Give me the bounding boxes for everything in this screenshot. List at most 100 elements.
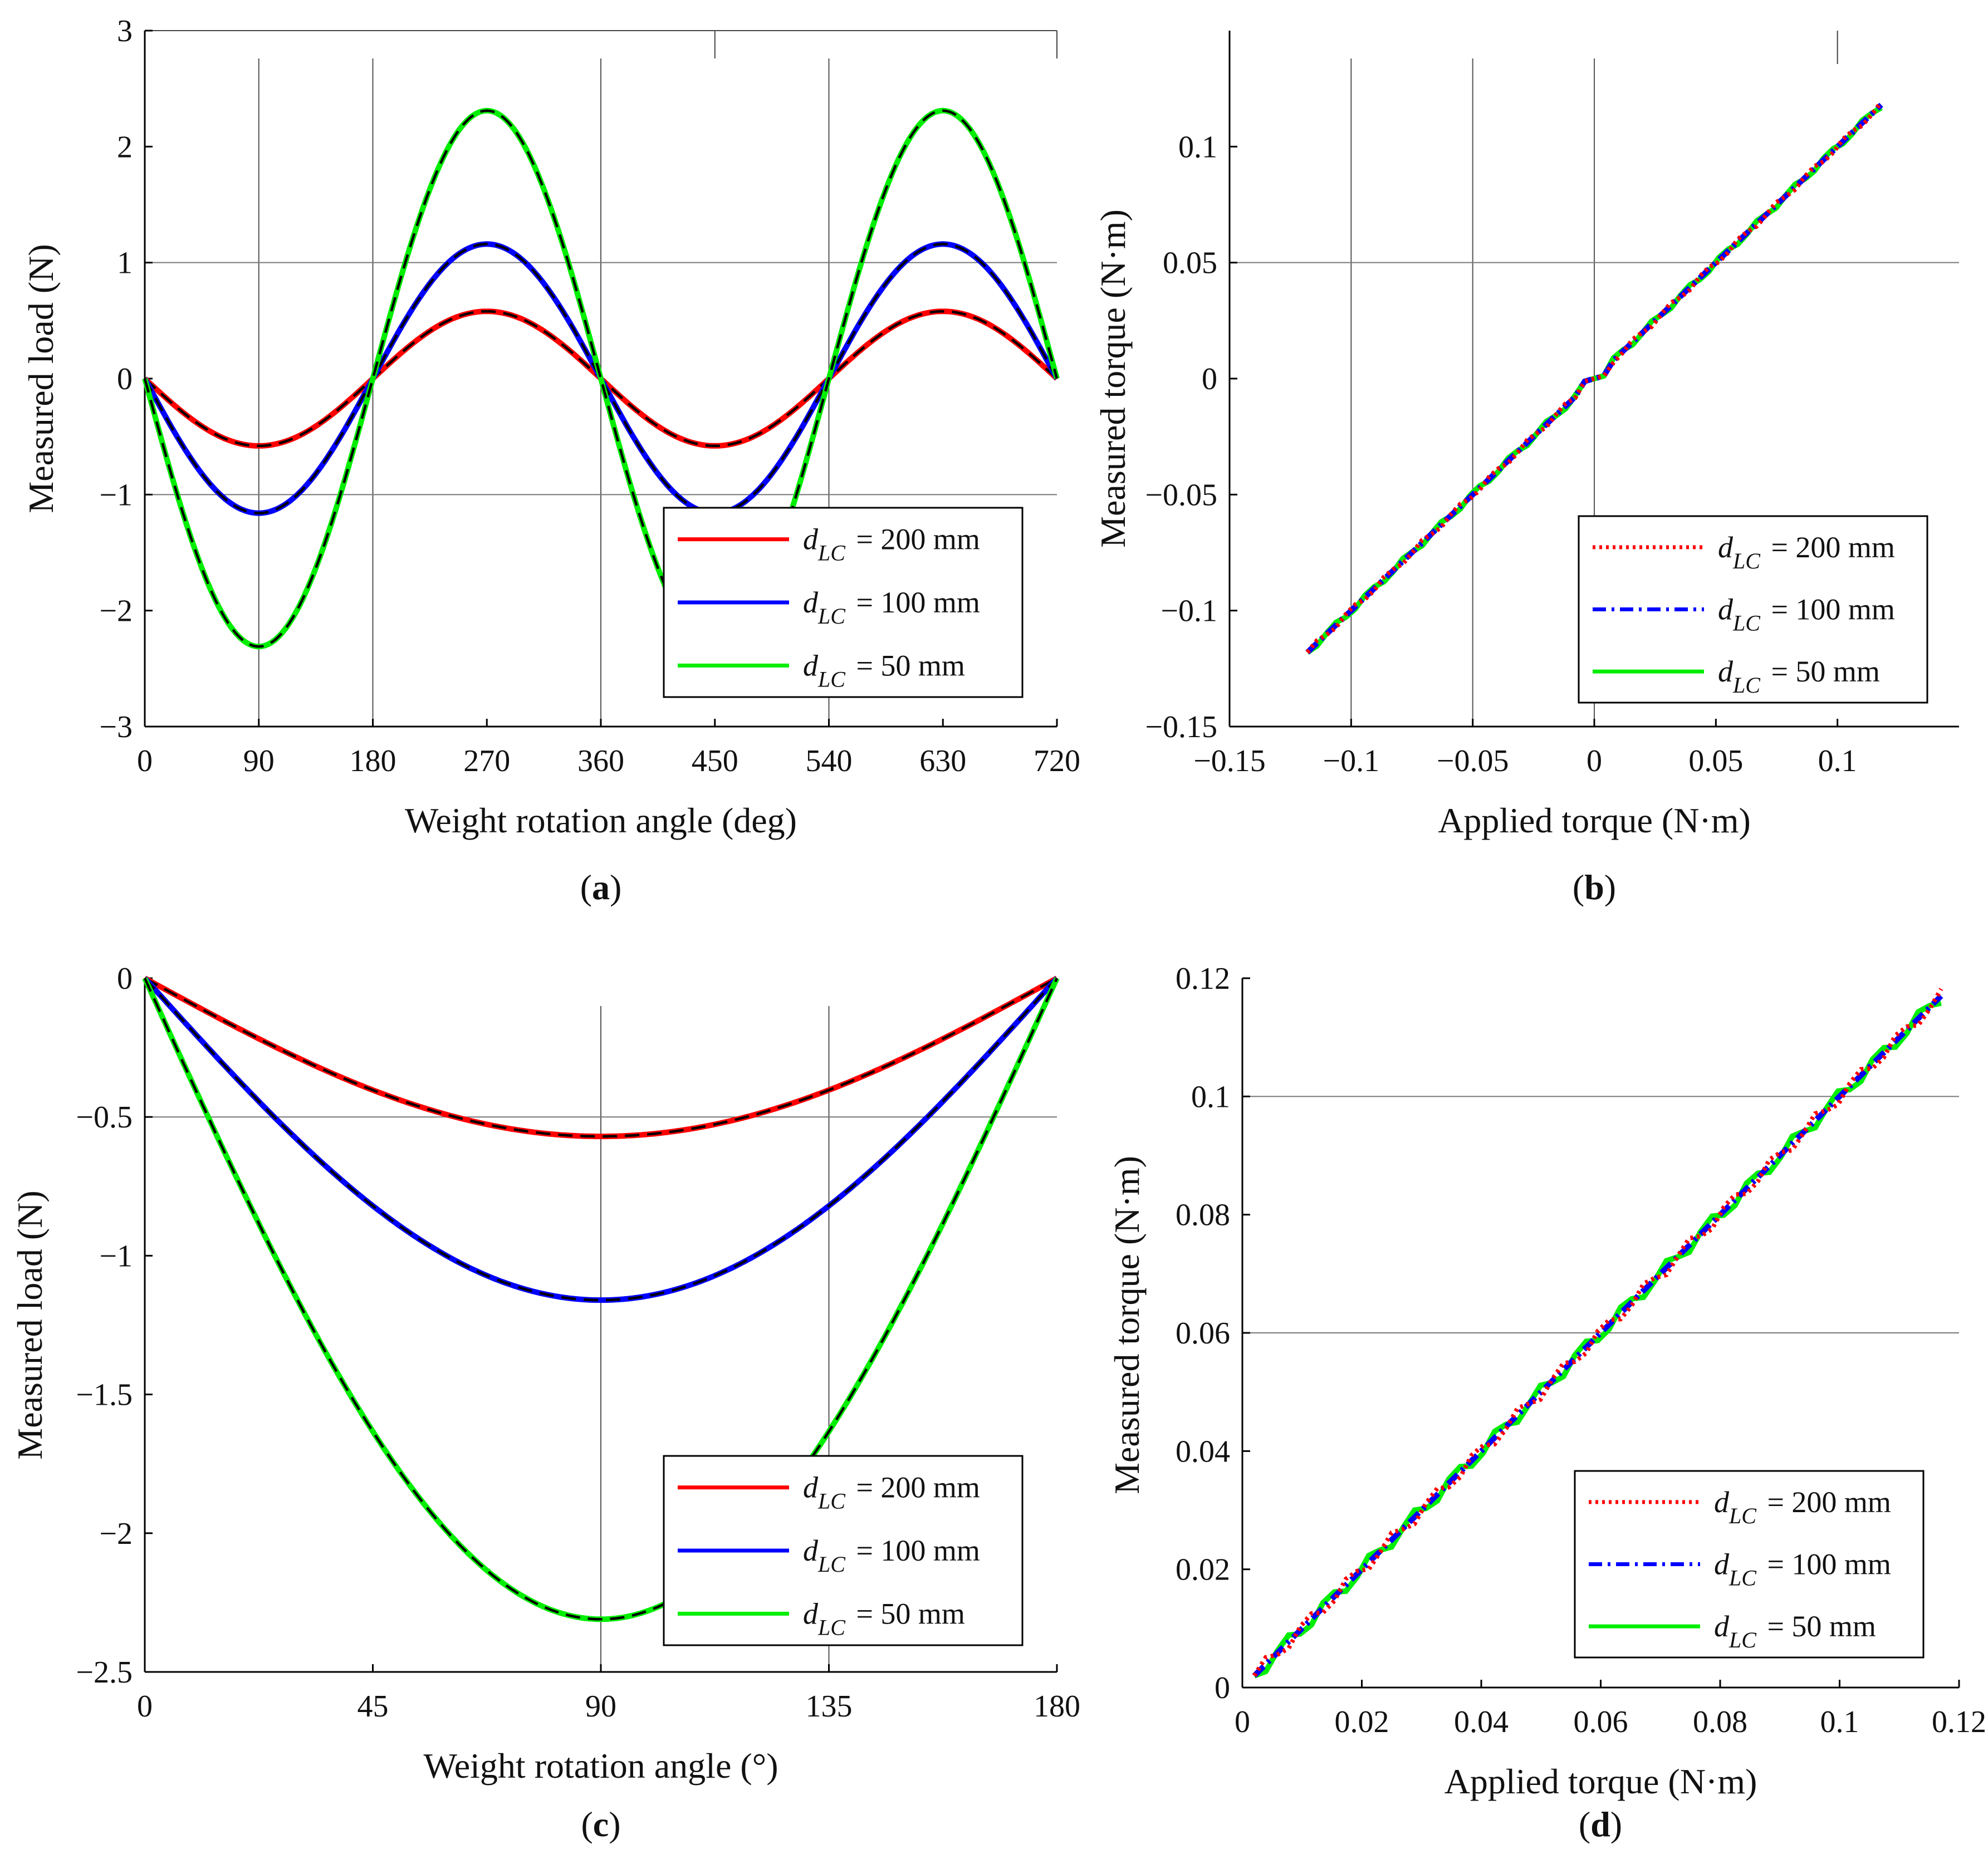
legend-label-1: dLC = 100 mm [1714,1548,1891,1591]
data-series [142,975,1060,1622]
legend-sub: LC [817,1615,846,1640]
legend-var: d [1718,655,1734,688]
y-tick-label-3: 0 [117,362,133,396]
series-line-1 [1305,102,1883,655]
x-tick-label-2: −0.05 [1437,744,1509,778]
x-axis-label: Weight rotation angle (deg) [405,801,797,840]
legend-rest: = 50 mm [849,649,965,682]
x-tick-label-1: 90 [243,744,275,778]
y-tick-label-6: 0.12 [1176,962,1230,996]
x-tick-label-4: 0.08 [1693,1705,1747,1739]
x-tick-label-1: 45 [358,1689,389,1724]
legend-sub: LC [1732,611,1761,636]
data-series [1252,988,1943,1679]
x-axis-label: Weight rotation angle (°) [423,1746,778,1786]
y-tick-label-0: −0.15 [1145,710,1217,744]
y-axis-label: Measured load (N) [10,1190,50,1459]
legend-rest: = 200 mm [1760,1485,1891,1519]
legend-sub: LC [1729,1503,1757,1528]
y-tick-label-4: 1 [117,246,133,281]
legend-label-2: dLC = 50 mm [803,1597,965,1640]
y-axis-label: Measured load (N) [21,244,61,513]
legend-var: d [1714,1610,1730,1643]
x-tick-label-3: 0 [1587,744,1602,778]
chart-panel-a: 0 90 180 270 360 450 540 630 720 −3 −2 −1 0 1 2 3 Weight… [21,14,1080,907]
x-tick-label-2: 90 [585,1689,616,1724]
y-tick-label-2: −1 [99,478,133,512]
fit-line-2 [143,978,1059,1621]
x-tick-label-3: 270 [463,744,510,778]
x-tick-label-2: 180 [350,744,396,778]
x-tick-label-0: 0 [1235,1705,1250,1739]
legend-label-1: dLC = 100 mm [803,1534,980,1577]
chart-panel-d: 0 0.02 0.04 0.06 0.08 0.1 0.12 0 0.02 0.04 0.06 0.0… [1107,962,1986,1844]
data-series [142,107,1060,650]
y-tick-label-4: −0.5 [76,1100,133,1135]
panel-label-a: (a) [580,867,622,907]
x-tick-label-7: 630 [919,744,966,778]
x-tick-label-0: 0 [137,1689,153,1724]
x-tick-label-4: 360 [577,744,624,778]
legend-var: d [1714,1548,1730,1581]
y-tick-label-3: −1 [99,1239,133,1273]
y-tick-label-0: −3 [99,710,133,744]
chart-panel-b: −0.15 −0.1 −0.05 0 0.05 0.1 −0.15 −0.1 −0.05 0 0.0… [1093,31,1959,907]
panel-label-d: (d) [1579,1804,1622,1844]
y-axis-label: Measured torque (N·m) [1107,1156,1147,1494]
y-tick-label-3: 0.06 [1176,1316,1230,1351]
legend-sub: LC [1729,1566,1757,1591]
x-tick-label-1: −0.1 [1323,744,1380,778]
y-tick-label-5: 2 [117,130,133,164]
legend-rest: = 100 mm [1760,1548,1891,1581]
legend-sub: LC [817,604,846,629]
legend-var: d [803,1471,819,1504]
fit-line-1 [144,977,1058,1302]
legend-rest: = 200 mm [1764,531,1895,564]
x-tick-label-3: 0.06 [1574,1705,1628,1739]
grid-lines [1242,1096,1959,1333]
legend-rest: = 100 mm [1764,593,1895,626]
legend-sub: LC [817,1489,846,1514]
y-tick-label-4: 0.08 [1176,1198,1230,1233]
x-tick-label-5: 0.1 [1820,1705,1859,1739]
legend-rest: = 50 mm [849,1597,965,1630]
legend-var: d [1718,593,1734,626]
legend-rest: = 100 mm [849,586,980,619]
legend-label-1: dLC = 100 mm [803,586,980,629]
legend-sub: LC [1732,548,1761,573]
fit-line-1 [144,243,1058,514]
panel-label-c: (c) [581,1804,620,1844]
series-line-2 [1305,100,1883,654]
legend-sub: LC [817,541,846,566]
x-tick-label-6: 540 [806,744,853,778]
legend-rest: = 100 mm [849,1534,980,1567]
legend-label-0: dLC = 200 mm [1714,1485,1891,1528]
x-tick-label-4: 180 [1034,1689,1080,1724]
x-tick-label-1: 0.02 [1335,1705,1389,1739]
y-tick-label-2: 0.04 [1176,1434,1230,1469]
legend-var: d [1718,531,1734,564]
x-axis-label: Applied torque (N·m) [1445,1762,1757,1801]
legend-var: d [803,1597,819,1630]
x-tick-label-0: −0.15 [1193,744,1266,778]
legend-var: d [803,1534,819,1567]
legend-sub: LC [1732,673,1761,698]
y-tick-label-6: 3 [117,14,133,48]
legend-sub: LC [817,1552,846,1577]
legend-var: d [803,523,819,556]
chart-panel-c: 0 45 90 135 180 −2.5 −2 −1.5 −1 −0.5 0 Weight rotat… [10,962,1080,1844]
x-tick-label-0: 0 [137,744,153,778]
y-axis-label: Measured torque (N·m) [1093,209,1133,548]
x-axis-label: Applied torque (N·m) [1438,801,1751,840]
y-tick-label-2: −1.5 [76,1378,133,1412]
legend-rest: = 200 mm [849,1471,980,1504]
legend-rest: = 50 mm [1760,1610,1876,1643]
legend-var: d [1714,1485,1730,1519]
legend-sub: LC [1729,1627,1757,1652]
data-series [1305,100,1883,655]
